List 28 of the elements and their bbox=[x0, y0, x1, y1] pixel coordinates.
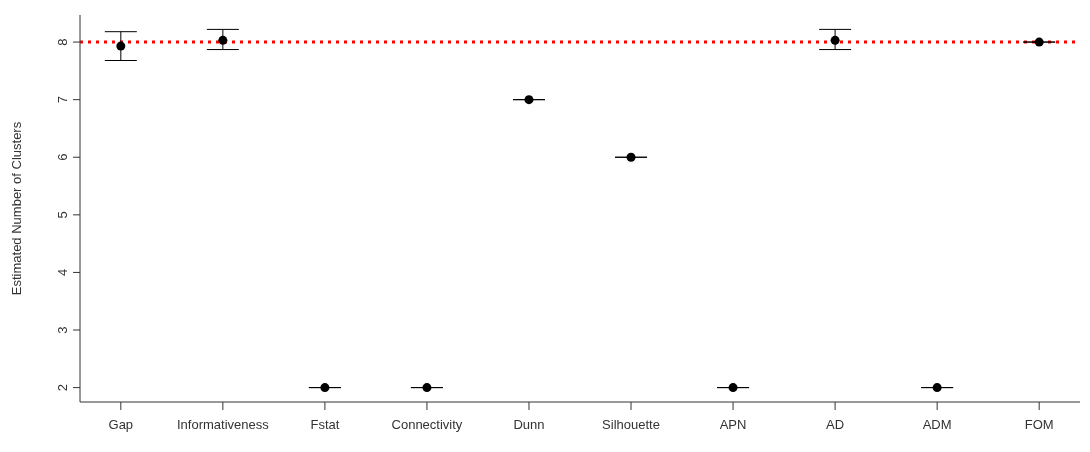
x-tick-label: APN bbox=[719, 417, 747, 433]
point bbox=[116, 41, 126, 51]
point bbox=[728, 383, 738, 393]
y-tick-label: 8 bbox=[55, 38, 70, 46]
y-tick-label: 7 bbox=[55, 96, 70, 104]
x-tick-label: FOM bbox=[1024, 417, 1054, 433]
point bbox=[422, 383, 432, 393]
x-tick-label: AD bbox=[826, 417, 845, 433]
point bbox=[830, 35, 840, 45]
y-tick-label: 6 bbox=[55, 153, 70, 161]
point bbox=[626, 152, 636, 162]
point bbox=[1034, 37, 1044, 47]
point bbox=[218, 35, 228, 45]
y-axis-title: Estimated Number of Clusters bbox=[8, 121, 24, 296]
x-tick-label: Gap bbox=[108, 417, 134, 433]
point bbox=[524, 95, 534, 105]
point bbox=[320, 383, 330, 393]
x-tick-label: ADM bbox=[922, 417, 952, 433]
x-tick-label: Connectivity bbox=[391, 417, 463, 433]
point bbox=[932, 383, 942, 393]
y-tick-label: 5 bbox=[55, 211, 70, 219]
x-tick-label: Silhouette bbox=[602, 417, 660, 433]
y-tick-label: 3 bbox=[55, 326, 70, 334]
x-tick-label: Informativeness bbox=[176, 417, 270, 433]
x-tick-label: Fstat bbox=[310, 417, 340, 433]
y-tick-label: 4 bbox=[55, 268, 70, 277]
y-tick-label: 2 bbox=[55, 383, 70, 392]
x-tick-label: Dunn bbox=[513, 417, 545, 433]
